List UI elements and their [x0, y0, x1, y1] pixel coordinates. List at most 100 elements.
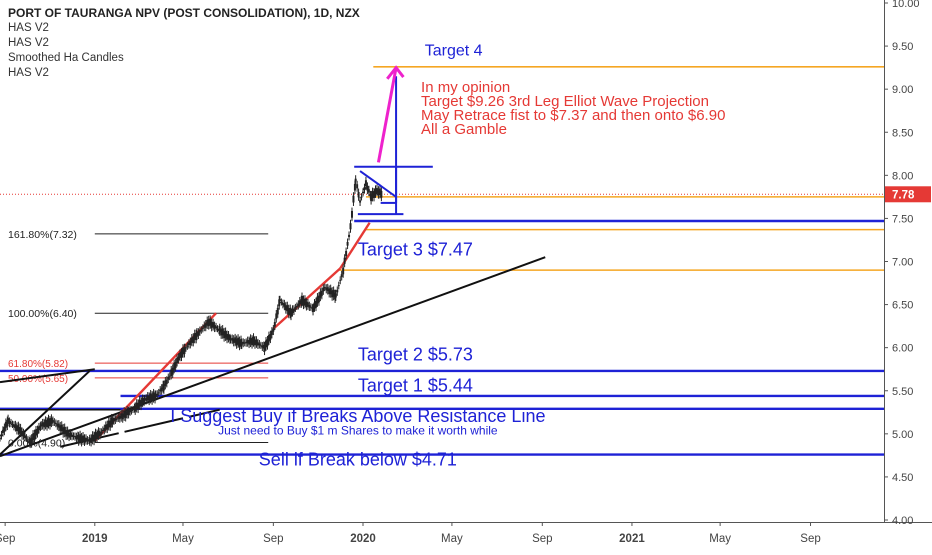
candle-body — [51, 419, 54, 423]
legend-block: PORT OF TAURANGA NPV (POST CONSOLIDATION… — [8, 6, 360, 81]
candle-body — [193, 333, 196, 340]
candle-body — [138, 399, 141, 407]
candle-body — [11, 424, 14, 426]
candle-body — [328, 288, 331, 295]
y-tick-label: 4.50 — [892, 472, 913, 484]
candle-body — [35, 429, 38, 436]
candle-body — [367, 189, 370, 193]
candle-body — [12, 424, 15, 427]
candle-body — [73, 435, 76, 438]
candle-body — [370, 194, 373, 202]
candle-body — [97, 430, 100, 437]
projection-diagonal-line[interactable] — [359, 170, 397, 198]
candle-body — [82, 435, 85, 442]
candle-body — [345, 250, 348, 257]
candle-body — [266, 339, 269, 347]
candle-body — [234, 337, 237, 343]
candle-body — [156, 393, 159, 396]
candle-body — [253, 339, 256, 346]
candle-body — [4, 421, 7, 428]
candle-body — [189, 341, 192, 345]
candle-body — [48, 419, 51, 427]
candle-body — [301, 295, 304, 303]
candle-body — [314, 301, 317, 308]
candle-body — [287, 308, 290, 315]
candle-body — [363, 187, 366, 191]
fib-level-label: 100.00%(6.40) — [8, 308, 77, 320]
candle-body — [237, 337, 240, 345]
candle-body — [298, 300, 301, 305]
candle-body — [69, 432, 72, 437]
candle-body — [63, 426, 66, 434]
support-trend-line[interactable] — [0, 256, 546, 458]
x-tick-label: Sep — [800, 533, 820, 545]
candle-body — [326, 287, 329, 292]
x-tick-label: Sep — [263, 533, 283, 545]
candle-body — [165, 379, 168, 384]
indicator-label[interactable]: Smoothed Ha Candles — [8, 52, 124, 64]
candle-body — [348, 234, 351, 237]
candle-body — [18, 426, 21, 434]
x-tick-label: 2021 — [619, 533, 645, 545]
candle-body — [46, 420, 49, 428]
candle-body — [168, 375, 171, 377]
channel-left-line[interactable] — [0, 370, 91, 456]
opinion-line: All a Gamble — [421, 121, 507, 138]
candle-body — [249, 337, 252, 344]
candle-body — [278, 299, 281, 307]
candle-body — [331, 290, 334, 298]
candle-body — [137, 402, 140, 410]
candle-body — [50, 417, 53, 424]
candle-body — [103, 428, 106, 431]
candle-body — [373, 191, 376, 198]
candle-body — [129, 409, 132, 413]
candle-body — [104, 424, 107, 430]
candle-body — [95, 432, 98, 440]
candle-body — [306, 302, 309, 307]
candle-body — [325, 287, 328, 290]
candle-body — [22, 432, 25, 437]
indicator-label[interactable]: HAS V2 — [8, 37, 49, 49]
candle-body — [106, 424, 109, 430]
candle-body — [364, 180, 367, 187]
y-tick-label: 4.00 — [892, 515, 913, 527]
candle-body — [77, 435, 80, 443]
target-4-label: Target 4 — [425, 43, 483, 60]
candle-body — [350, 210, 353, 218]
candle-body — [375, 188, 378, 193]
candle-body — [3, 426, 6, 432]
candle-body — [143, 398, 146, 400]
fib-level-label: 161.80%(7.32) — [8, 229, 77, 241]
indicator-label[interactable]: HAS V2 — [8, 67, 49, 79]
x-tick-label: May — [172, 533, 194, 545]
magenta-arrow-head[interactable] — [386, 65, 405, 80]
candle-body — [88, 438, 91, 443]
candle-body — [120, 413, 123, 419]
opinion-line: In my opinion — [421, 79, 510, 96]
candle-body — [159, 389, 162, 392]
candle-body — [235, 338, 238, 346]
candle-body — [117, 416, 120, 419]
candle-body — [303, 298, 306, 305]
candle-body — [248, 340, 251, 345]
target-1-label: Target 1 $5.44 — [358, 376, 473, 396]
indicator-label[interactable]: HAS V2 — [8, 22, 49, 34]
candle-body — [212, 322, 215, 328]
candle-body — [98, 431, 101, 436]
candle-body — [242, 341, 245, 344]
target-4-magenta-arrow[interactable] — [376, 67, 398, 163]
channel-top-line[interactable] — [0, 368, 95, 384]
y-tick-label: 6.00 — [892, 343, 913, 355]
candle-body — [243, 342, 246, 344]
candle-body — [151, 394, 154, 402]
candle-body — [143, 398, 146, 403]
candle-body — [157, 392, 160, 394]
x-tick-label: 2019 — [82, 533, 108, 545]
candle-body — [291, 308, 294, 314]
candle-body — [121, 413, 124, 420]
candle-body — [227, 334, 230, 340]
candle-body — [115, 418, 118, 420]
candle-body — [84, 437, 87, 442]
candle-body — [224, 330, 227, 338]
